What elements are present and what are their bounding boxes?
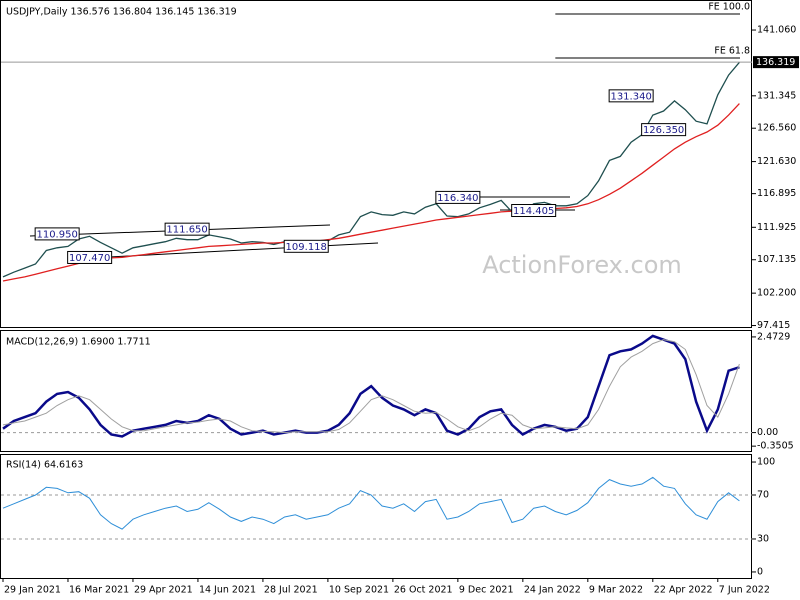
fib-label: FE 61.8	[714, 45, 750, 56]
x-tick-label: 29 Jan 2021	[4, 585, 61, 596]
last-price-box	[753, 56, 799, 69]
annotation-box	[608, 89, 654, 103]
fib-label: FE 100.0	[708, 2, 750, 13]
x-tick-label: 24 Jan 2022	[524, 585, 581, 596]
y-tick-label: 131.345	[757, 90, 796, 101]
y-tick-label: 0.00	[757, 427, 778, 438]
series-line	[2, 476, 740, 530]
y-tick-label: 141.060	[757, 25, 796, 36]
annotation-box	[435, 190, 481, 204]
y-tick-label: 116.895	[757, 188, 796, 199]
x-tick-label: 28 Jul 2021	[264, 585, 318, 596]
y-tick-label: 30	[757, 533, 769, 544]
annotation-box	[164, 222, 210, 236]
watermark: ActionForex.com	[482, 251, 682, 279]
panel-title: USDJPY,Daily 136.576 136.804 136.145 136…	[6, 7, 237, 18]
x-tick-label: 7 Jun 2022	[719, 585, 770, 596]
annotation-box	[67, 250, 113, 264]
y-tick-label: 121.630	[757, 156, 796, 167]
annotation-box	[641, 123, 687, 137]
y-tick-label: 102.200	[757, 288, 796, 299]
y-tick-label: 70	[757, 490, 769, 501]
y-tick-label: 0	[757, 566, 763, 577]
series-line	[2, 61, 740, 278]
annotation-box	[283, 239, 329, 253]
x-tick-label: 26 Oct 2021	[394, 585, 453, 596]
y-tick-label: -0.3505	[757, 441, 794, 452]
x-tick-label: 9 Mar 2022	[589, 585, 643, 596]
annotation-box	[511, 204, 557, 218]
x-tick-label: 16 Mar 2021	[69, 585, 129, 596]
panel-title: MACD(12,26,9) 1.6900 1.7711	[6, 337, 151, 348]
y-tick-label: 107.135	[757, 254, 796, 265]
series-line	[2, 339, 740, 434]
price-panel	[0, 0, 752, 328]
x-tick-label: 10 Sep 2021	[329, 585, 389, 596]
annotation-label: 116.340	[437, 193, 478, 204]
x-tick-label: 9 Dec 2021	[459, 585, 514, 596]
annotation-label: 114.405	[513, 206, 554, 217]
last-price-label: 136.319	[756, 57, 795, 68]
x-tick-label: 14 Jun 2021	[199, 585, 256, 596]
rsi-panel	[0, 454, 752, 579]
y-tick-label: 111.925	[757, 222, 796, 233]
annotation-label: 109.118	[286, 242, 327, 253]
x-tick-label: 22 Apr 2022	[654, 585, 713, 596]
annotation-box	[34, 227, 80, 241]
y-tick-label: 97.415	[757, 320, 790, 331]
series-line	[2, 103, 740, 282]
annotation-label: 131.340	[610, 91, 651, 102]
y-tick-label: 100	[757, 457, 775, 468]
y-tick-label: 2.4729	[757, 331, 790, 342]
annotation-label: 107.470	[69, 253, 110, 264]
macd-panel	[0, 330, 752, 452]
y-tick-label: 126.560	[757, 123, 796, 134]
x-tick-label: 29 Apr 2021	[134, 585, 193, 596]
annotation-label: 111.650	[166, 225, 207, 236]
annotation-label: 126.350	[643, 125, 684, 136]
panel-title: RSI(14) 64.6163	[6, 460, 83, 471]
annotation-label: 110.950	[36, 229, 77, 240]
series-line	[2, 334, 740, 438]
